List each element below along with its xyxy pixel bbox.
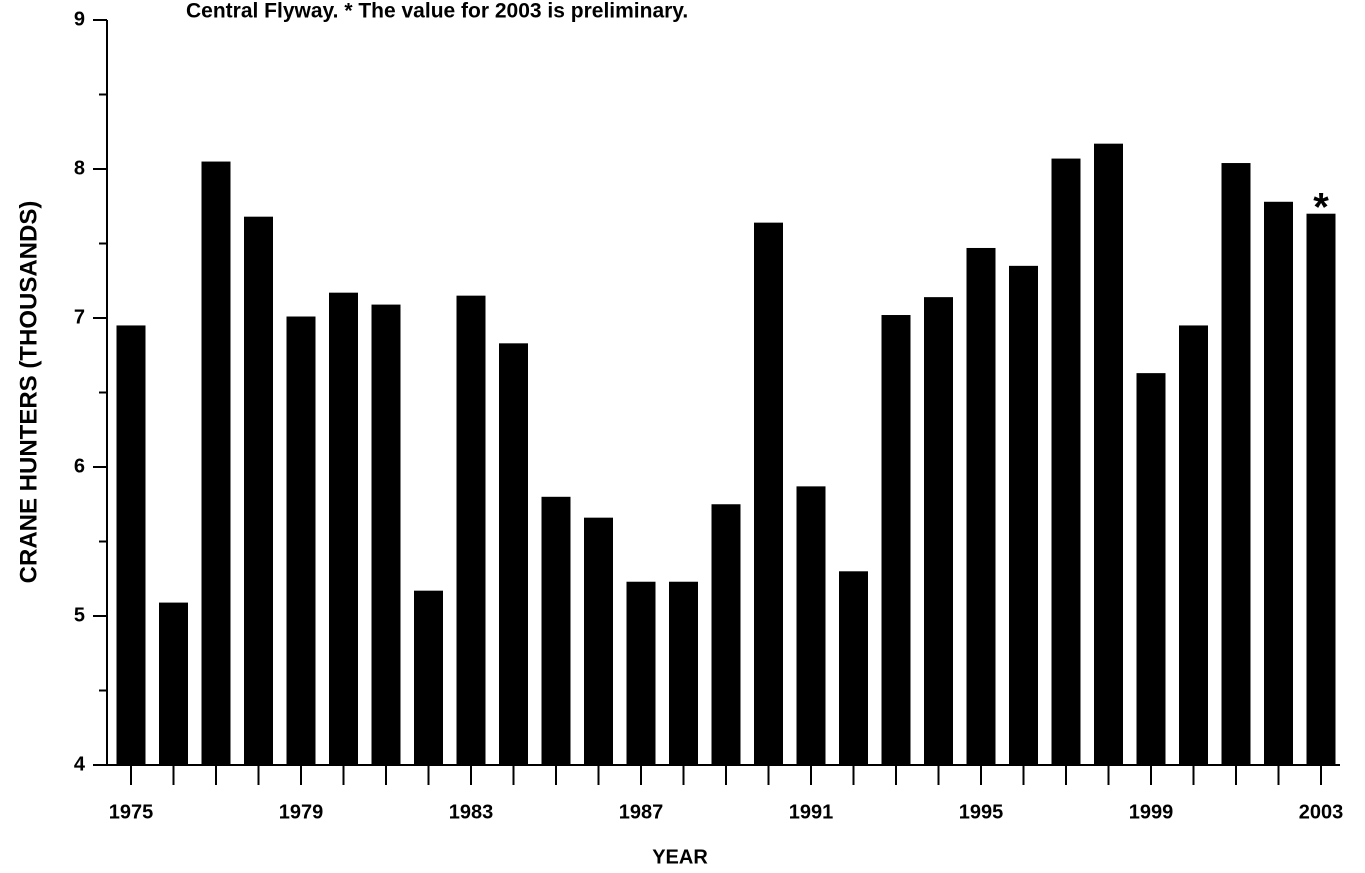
y-axis-label: CRANE HUNTERS (THOUSANDS): [15, 201, 42, 584]
bar: [286, 316, 316, 765]
bar: [1264, 201, 1293, 765]
bar: [541, 496, 571, 765]
x-tick-label: 1983: [449, 801, 494, 823]
bar: [711, 504, 741, 765]
bar: [626, 581, 656, 765]
bar: [159, 602, 188, 765]
bar: [1221, 163, 1251, 766]
bar: [1179, 325, 1208, 765]
bar: [754, 222, 783, 765]
bar: [839, 571, 868, 765]
y-tick-label: 6: [74, 455, 85, 477]
y-tick-label: 9: [74, 8, 85, 30]
y-tick-label: 4: [74, 753, 86, 775]
bar: [499, 343, 528, 765]
x-tick-label: 1995: [959, 801, 1004, 823]
x-tick-label: 2003: [1299, 801, 1344, 823]
bar: [201, 161, 231, 766]
bar: [456, 295, 486, 765]
bar: [966, 247, 996, 766]
bar: [244, 216, 273, 765]
y-tick-label: 7: [74, 306, 85, 328]
bar: [1094, 143, 1123, 766]
x-tick-label: 1999: [1129, 801, 1174, 823]
bar: [1051, 158, 1081, 765]
annotation: *: [1313, 185, 1329, 229]
bar: [1136, 373, 1166, 765]
y-tick-label: 5: [74, 604, 85, 626]
x-tick-label: 1975: [109, 801, 154, 823]
bar: [371, 304, 401, 765]
bar: [116, 325, 146, 765]
bar: [329, 292, 358, 765]
x-tick-label: 1991: [789, 801, 834, 823]
bar: [1306, 213, 1336, 765]
y-tick-label: 8: [74, 157, 85, 179]
x-tick-label: 1979: [279, 801, 324, 823]
chart-title: Central Flyway. * The value for 2003 is …: [186, 0, 688, 23]
bar: [669, 581, 698, 765]
bar: [414, 590, 443, 765]
bar: [924, 297, 953, 765]
bar: [584, 517, 613, 765]
bar: [796, 486, 826, 765]
bar: [881, 315, 911, 765]
bar: [1009, 265, 1038, 765]
x-axis-label: YEAR: [652, 846, 708, 868]
x-tick-label: 1987: [619, 801, 664, 823]
